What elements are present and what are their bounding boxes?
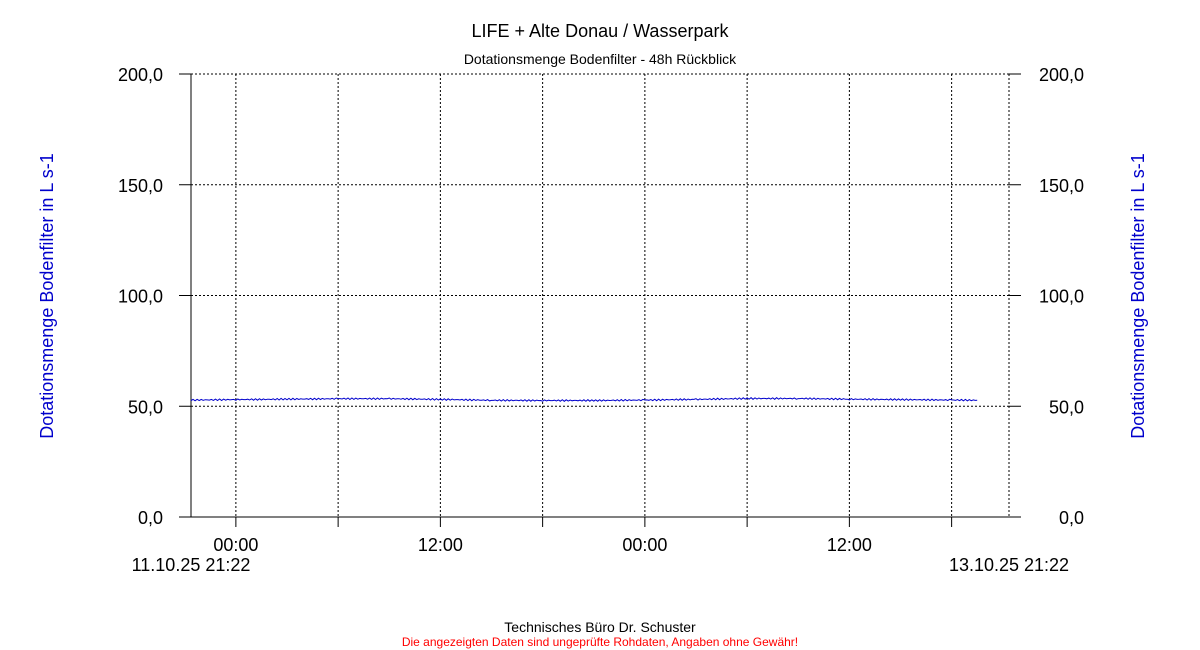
y-tick-label-right: 150,0 xyxy=(1039,176,1084,196)
y-tick-label-left: 100,0 xyxy=(118,287,163,307)
footer-company: Technisches Büro Dr. Schuster xyxy=(504,619,696,635)
footer-disclaimer: Die angezeigten Daten sind ungeprüfte Ro… xyxy=(402,635,798,649)
x-end-label: 13.10.25 21:22 xyxy=(949,555,1069,575)
y-tick-label-right: 50,0 xyxy=(1049,397,1084,417)
y-tick-label-left: 150,0 xyxy=(118,176,163,196)
y-tick-label-right: 0,0 xyxy=(1059,508,1084,528)
chart-subtitle: Dotationsmenge Bodenfilter - 48h Rückbli… xyxy=(464,51,737,67)
x-tick-label: 12:00 xyxy=(827,535,872,555)
y-tick-label-right: 200,0 xyxy=(1039,65,1084,85)
y-axis-left-ticks: 0,0 50,0 100,0 150,0 200,0 xyxy=(118,65,191,528)
y-axis-label-left: Dotationsmenge Bodenfilter in L s-1 xyxy=(37,153,57,439)
x-start-label: 11.10.25 21:22 xyxy=(132,555,251,575)
y-tick-label-left: 50,0 xyxy=(128,397,163,417)
x-tick-label: 00:00 xyxy=(213,535,258,555)
grid xyxy=(191,73,1010,517)
x-tick-label: 00:00 xyxy=(622,535,667,555)
chart-title: LIFE + Alte Donau / Wasserpark xyxy=(472,21,730,41)
x-tick-label: 12:00 xyxy=(418,535,463,555)
series-line xyxy=(190,397,978,402)
y-tick-label-right: 100,0 xyxy=(1039,287,1084,307)
y-tick-label-left: 200,0 xyxy=(118,65,163,85)
x-axis-ticks: 00:00 12:00 00:00 12:00 xyxy=(213,517,953,555)
series-group xyxy=(190,397,978,402)
y-tick-label-left: 0,0 xyxy=(138,508,163,528)
y-axis-label-right: Dotationsmenge Bodenfilter in L s-1 xyxy=(1128,153,1148,439)
y-axis-right-ticks: 0,0 50,0 100,0 150,0 200,0 xyxy=(1009,65,1084,528)
